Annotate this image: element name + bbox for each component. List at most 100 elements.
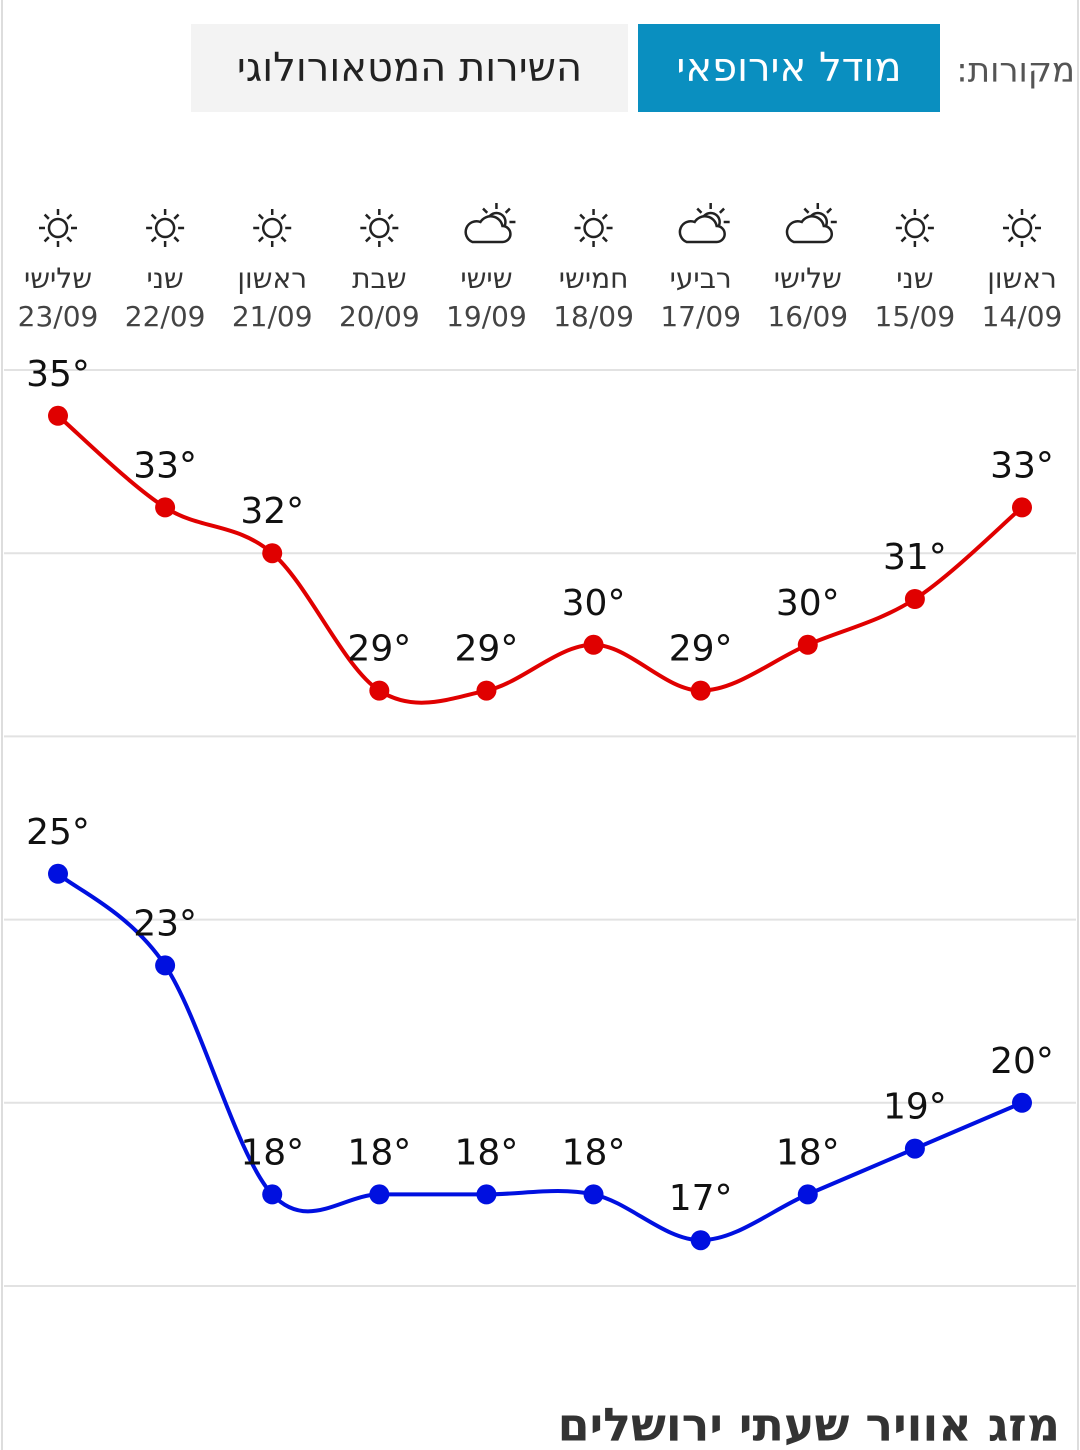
- temperature-point: [797, 634, 818, 655]
- date-label: 23/09: [18, 300, 99, 333]
- temperature-point: [583, 634, 604, 655]
- sun-core: [47, 217, 69, 239]
- day-name: שישי: [460, 262, 512, 295]
- temperature-point: [690, 1230, 711, 1251]
- temperature-point: [155, 955, 176, 976]
- sun-ray: [718, 207, 725, 214]
- sun-ray: [1007, 213, 1014, 220]
- sun-ray: [601, 236, 608, 243]
- cloud: [678, 215, 726, 244]
- section-title: מזג אוויר שעתי ירושלים: [558, 1398, 1060, 1450]
- temperature-line: [56, 414, 1024, 705]
- date-label: 22/09: [125, 300, 206, 333]
- date-label: 15/09: [875, 300, 956, 333]
- sun-core: [261, 217, 283, 239]
- sun-ray: [365, 236, 372, 243]
- temperature-point: [262, 1184, 283, 1205]
- sun-ray: [923, 213, 930, 220]
- sun-ray: [43, 213, 50, 220]
- temperature-point: [369, 1184, 390, 1205]
- sun-ray: [150, 213, 157, 220]
- sun-ray: [1007, 236, 1014, 243]
- sources-label: מקורות:: [956, 51, 1075, 91]
- temperature-point: [48, 863, 68, 884]
- tab-background: [191, 24, 628, 112]
- date-label: 20/09: [339, 300, 420, 333]
- tabs: מודל אירופאי השירות המטאורולוגי: [191, 24, 940, 112]
- sun-ray: [387, 236, 394, 243]
- tab[interactable]: מודל אירופאי: [638, 24, 940, 112]
- sun-ray: [601, 213, 608, 220]
- weather-icon: [464, 203, 516, 244]
- sun-ray: [826, 207, 833, 214]
- temperature-point: [155, 497, 176, 518]
- sun-ray: [280, 236, 287, 243]
- sun-ray: [696, 207, 703, 214]
- temperature-point: [583, 1184, 604, 1205]
- cloud: [464, 215, 512, 244]
- date-label: 17/09: [660, 300, 741, 333]
- day-name: שלישי: [774, 262, 842, 295]
- sun-core: [1011, 217, 1033, 239]
- sun-core: [904, 217, 926, 239]
- temperature-label: 18°: [455, 1132, 519, 1173]
- weather-icon: [1003, 209, 1041, 247]
- weather-icon: [785, 203, 837, 244]
- temperature-label: 23°: [133, 903, 197, 944]
- cloud: [785, 215, 833, 244]
- sun-ray: [387, 213, 394, 220]
- day-name: רביעי: [670, 262, 732, 295]
- sun-ray: [900, 236, 907, 243]
- day-name: שני: [146, 262, 183, 295]
- temperature-label: 19°: [883, 1087, 947, 1128]
- sun-ray: [900, 213, 907, 220]
- temperature-label: 17°: [669, 1178, 733, 1219]
- temperature-label: 31°: [883, 537, 947, 578]
- day-name: שלישי: [24, 262, 92, 295]
- temperature-label: 18°: [347, 1132, 411, 1173]
- day-name: ראשון: [237, 262, 307, 295]
- temperature-label: 20°: [990, 1041, 1054, 1082]
- temperature-point: [1012, 497, 1032, 518]
- temperature-point: [904, 589, 925, 609]
- sun-ray: [66, 236, 73, 243]
- date-label: 19/09: [446, 300, 527, 333]
- temperature-label: 18°: [562, 1132, 626, 1173]
- temperature-label: 33°: [990, 445, 1054, 486]
- temperature-point: [904, 1138, 925, 1159]
- temperature-label: 25°: [26, 812, 90, 853]
- sun-ray: [923, 236, 930, 243]
- sun-ray: [66, 213, 73, 220]
- sun-ray: [504, 207, 511, 214]
- date-label: 16/09: [767, 300, 848, 333]
- temperature-label: 18°: [776, 1132, 840, 1173]
- sun-ray: [803, 207, 810, 214]
- temperature-label: 29°: [455, 629, 519, 670]
- tab-label: השירות המטאורולוגי: [237, 45, 582, 91]
- temperature-label: 35°: [26, 354, 90, 395]
- sun-ray: [257, 213, 264, 220]
- temperature-line: [56, 872, 1023, 1243]
- weather-icon: [39, 209, 77, 247]
- chart: ראשון 14/09 שני 15/09 שלישי 16/09 רביעי 17/09 חמ…: [4, 203, 1076, 1287]
- temperature-point: [369, 680, 390, 701]
- weather-icon: [895, 209, 934, 247]
- sun-ray: [150, 236, 157, 243]
- day-name: שני: [896, 262, 933, 295]
- weather-icon: [678, 203, 730, 244]
- temperature-label: 30°: [776, 583, 840, 624]
- sun-ray: [579, 213, 586, 220]
- temperature-point: [476, 1184, 497, 1205]
- temperature-label: 32°: [240, 491, 304, 532]
- temperature-label: 29°: [347, 629, 411, 670]
- sun-core: [154, 217, 176, 239]
- sun-ray: [365, 213, 372, 220]
- sun-ray: [280, 213, 287, 220]
- weather-icon: [253, 209, 292, 247]
- temperature-label: 33°: [133, 445, 197, 486]
- sun-ray: [579, 236, 586, 243]
- weather-icon: [360, 209, 399, 247]
- tab[interactable]: השירות המטאורולוגי: [191, 24, 628, 112]
- date-label: 14/09: [982, 300, 1063, 333]
- temperature-point: [476, 680, 497, 701]
